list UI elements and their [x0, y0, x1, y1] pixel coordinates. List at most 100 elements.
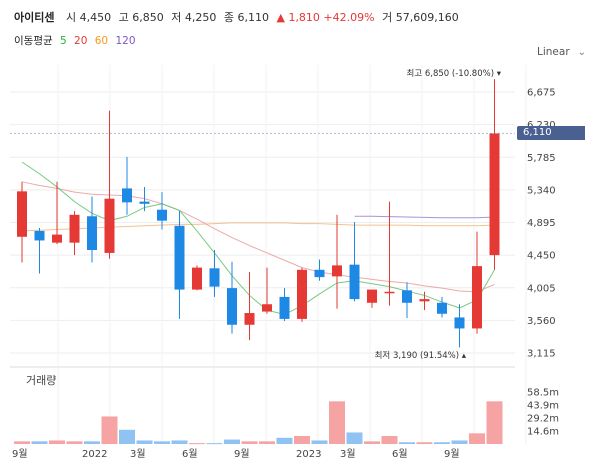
volume-bar	[399, 442, 415, 444]
volume-bar	[49, 440, 65, 444]
y-tick-label: 5,340	[527, 185, 556, 196]
x-tick-label: 6월	[182, 448, 198, 460]
ma-120-line	[354, 215, 495, 219]
high-annotation: 최고 6,850 (-10.80%) ▾	[407, 68, 502, 79]
ma-legend-title: 이동평균	[14, 35, 53, 47]
y-tick-label: 6,675	[527, 88, 556, 99]
candle-body	[472, 266, 482, 329]
candle-body	[314, 269, 325, 278]
current-price-tag: 6,110	[517, 126, 585, 140]
candle-body	[437, 302, 447, 314]
high-label: 고	[118, 11, 129, 24]
candle-body	[262, 304, 272, 312]
candle-body	[104, 198, 115, 253]
ma-5-line	[21, 161, 495, 316]
x-tick-label: 9월	[444, 448, 460, 460]
volume-bar	[14, 441, 30, 444]
x-tick-label: 3월	[130, 448, 146, 460]
candle-body	[244, 313, 255, 325]
volume-bar	[259, 441, 275, 444]
volume-tick-label: 14.6m	[527, 427, 559, 438]
volume-bar	[416, 442, 433, 444]
candle-body	[454, 317, 465, 329]
y-tick-label: 3,115	[527, 349, 556, 360]
candle-body	[332, 265, 342, 277]
ma-20-label[interactable]: 20	[74, 35, 88, 47]
volume-bar	[451, 440, 468, 444]
volume-value: 57,609,160	[395, 11, 459, 24]
volume-bar	[434, 442, 450, 444]
volume-bar	[136, 440, 153, 444]
volume-bar	[241, 441, 258, 444]
change-value: ▲ 1,810 +42.09%	[276, 11, 375, 24]
volume-bar	[171, 440, 188, 444]
volume-bar	[311, 440, 328, 444]
low-annotation: 최저 3,190 (91.54%) ▴	[375, 350, 467, 361]
y-tick-label: 4,450	[527, 251, 556, 262]
candle-body	[349, 264, 360, 300]
candle-body	[17, 191, 27, 237]
price-header: 아이티센 시 4,450 고 6,850 저 4,250 종 6,110 ▲ 1…	[14, 9, 463, 25]
low-label: 저	[171, 11, 182, 24]
candle-body	[297, 269, 307, 319]
chevron-down-icon: ⌄	[577, 47, 587, 58]
y-tick-label: 5,785	[527, 153, 556, 164]
volume-bar	[364, 441, 380, 444]
volume-bar	[206, 443, 223, 445]
candle-body	[192, 267, 202, 290]
scale-select-value: Linear	[537, 46, 570, 58]
candle-body	[489, 133, 500, 256]
ma-60-label[interactable]: 60	[94, 35, 109, 47]
ma-5-label[interactable]: 5	[59, 35, 67, 47]
volume-bar	[346, 432, 363, 444]
y-tick-label: 4,005	[527, 283, 556, 294]
moving-average-legend: 이동평균 5 20 60 120	[14, 33, 140, 48]
volume-label: 거	[382, 11, 393, 24]
volume-bar	[486, 401, 503, 444]
x-tick-label: 2023	[296, 449, 321, 460]
candle-body	[209, 268, 220, 287]
candle-body	[87, 216, 97, 250]
ma-20-line	[21, 181, 495, 293]
x-tick-label: 6월	[392, 448, 408, 460]
volume-tick-label: 58.5m	[527, 388, 559, 399]
ma-60-line	[21, 222, 495, 232]
scale-select[interactable]: Linear ⌄	[537, 46, 586, 58]
stock-name: 아이티센	[14, 11, 55, 24]
volume-bar	[119, 429, 135, 444]
close-value: 6,110	[237, 11, 269, 24]
candle-body	[122, 188, 132, 203]
volume-bar	[154, 441, 170, 444]
volume-bar	[189, 443, 205, 445]
volume-bar	[469, 433, 485, 444]
candle-body	[174, 225, 185, 290]
ma-120-label[interactable]: 120	[115, 35, 136, 47]
volume-bar	[276, 437, 293, 444]
y-tick-label: 4,895	[527, 218, 556, 229]
candle-body	[402, 290, 412, 303]
candle-body	[157, 209, 167, 221]
volume-panel-label: 거래량	[26, 374, 57, 387]
candle-body	[69, 214, 80, 243]
y-tick-label: 3,560	[527, 316, 556, 327]
candle-body	[367, 289, 377, 303]
low-value: 4,250	[184, 11, 217, 24]
x-tick-label: 9월	[12, 448, 28, 460]
high-value: 6,850	[132, 11, 164, 24]
candle-body	[139, 201, 150, 204]
x-tick-label: 9월	[234, 448, 250, 460]
candle-body	[279, 296, 290, 319]
candle-body	[227, 288, 237, 325]
x-tick-label: 3월	[340, 448, 356, 460]
candle-body	[52, 234, 62, 243]
volume-bar	[381, 436, 398, 444]
volume-bar	[66, 441, 83, 444]
volume-bar	[294, 436, 310, 444]
candle-body	[419, 299, 430, 302]
volume-bar	[224, 439, 240, 444]
volume-bar	[31, 441, 48, 444]
volume-bar	[84, 441, 100, 444]
volume-tick-label: 43.9m	[527, 401, 559, 412]
open-value: 4,450	[79, 11, 112, 24]
